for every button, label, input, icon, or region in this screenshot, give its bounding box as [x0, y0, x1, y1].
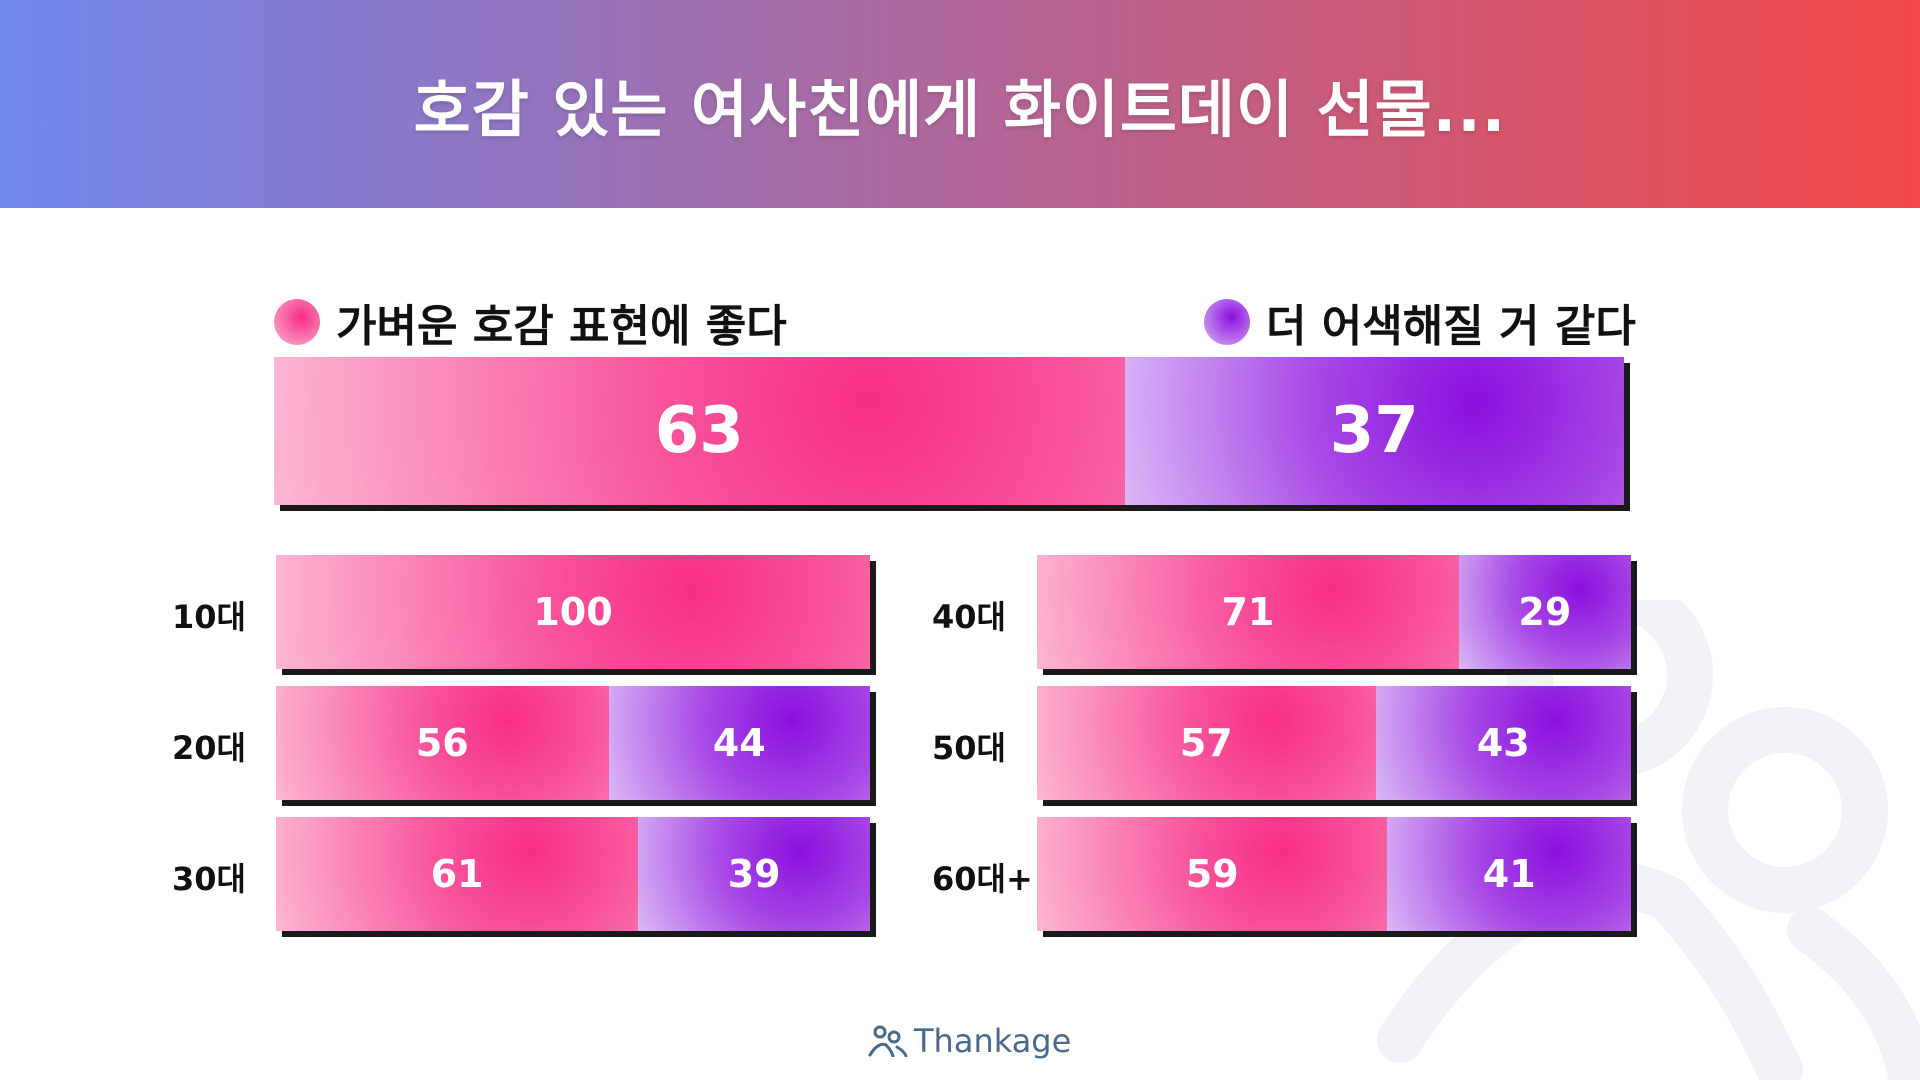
category-bar-negative-segment: 41	[1387, 817, 1631, 931]
category-bar-positive-segment: 100	[276, 555, 870, 669]
brand-logo: Thankage	[868, 1022, 1071, 1060]
total-bar-negative-segment: 37	[1124, 357, 1624, 505]
category-bar: 71 29	[1037, 555, 1631, 669]
category-bar: 100	[276, 555, 870, 669]
total-bar-positive-segment: 63	[274, 357, 1125, 505]
category-label: 50대	[932, 729, 1006, 767]
legend-negative: 더 어색해질 거 같다	[1204, 290, 1636, 354]
category-bar: 56 44	[276, 686, 870, 800]
legend-negative-dot	[1204, 299, 1250, 345]
category-label: 10대	[172, 598, 246, 636]
legend-positive-label: 가벼운 호감 표현에 좋다	[336, 301, 787, 352]
category-bar-positive-segment: 57	[1037, 686, 1376, 800]
brand-name: Thankage	[914, 1022, 1072, 1060]
people-logo-icon	[868, 1025, 908, 1057]
page-title: 호감 있는 여사친에게 화이트데이 선물...	[413, 73, 1507, 146]
category-bar: 59 41	[1037, 817, 1631, 931]
category-bar-positive-segment: 71	[1037, 555, 1459, 669]
category-bar-positive-segment: 56	[276, 686, 609, 800]
legend-negative-label: 더 어색해질 거 같다	[1266, 301, 1636, 352]
category-bar-positive-segment: 59	[1037, 817, 1388, 931]
legend-positive-dot	[274, 299, 320, 345]
category-bar-negative-segment: 43	[1375, 686, 1631, 800]
category-label: 60대+	[932, 860, 1033, 898]
title-banner: 호감 있는 여사친에게 화이트데이 선물...	[0, 0, 1920, 208]
category-label: 20대	[172, 729, 246, 767]
category-bar: 57 43	[1037, 686, 1631, 800]
legend-positive: 가벼운 호감 표현에 좋다	[274, 290, 787, 354]
category-bar-negative-segment: 39	[638, 817, 870, 931]
category-label: 30대	[172, 860, 246, 898]
category-label: 40대	[932, 598, 1006, 636]
category-bar: 61 39	[276, 817, 870, 931]
category-bar-positive-segment: 61	[276, 817, 639, 931]
category-bar-negative-segment: 44	[608, 686, 870, 800]
category-bar-negative-segment: 29	[1458, 555, 1631, 669]
total-bar: 63 37	[274, 357, 1624, 505]
